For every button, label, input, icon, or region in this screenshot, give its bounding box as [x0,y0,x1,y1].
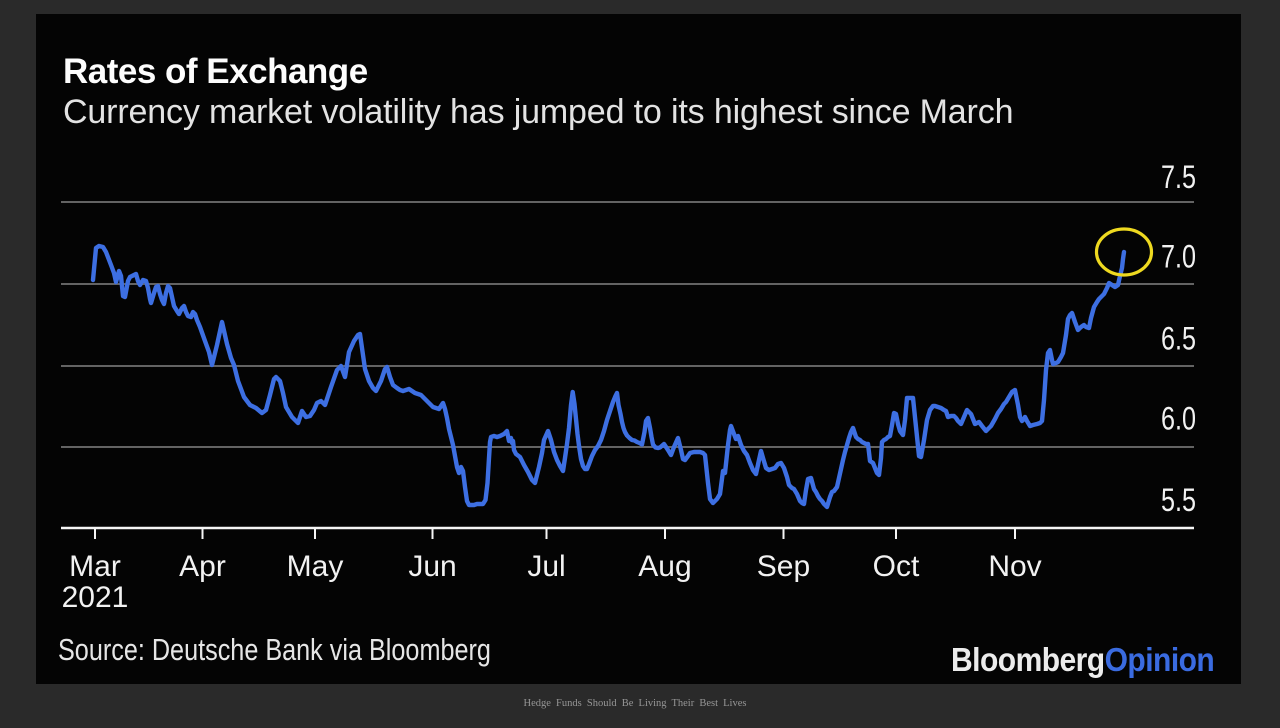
svg-text:Aug: Aug [638,550,691,583]
svg-text:6.0: 6.0 [1161,401,1196,437]
svg-text:May: May [287,550,344,583]
svg-text:Mar: Mar [69,550,121,583]
svg-text:Jun: Jun [408,550,456,583]
svg-text:Oct: Oct [873,550,920,583]
svg-text:Jul: Jul [527,550,565,583]
svg-text:Apr: Apr [179,550,226,583]
svg-text:2021: 2021 [62,581,129,614]
svg-text:7.0: 7.0 [1161,239,1196,275]
svg-text:5.5: 5.5 [1161,482,1196,518]
svg-text:7.5: 7.5 [1161,159,1196,195]
svg-text:Sep: Sep [757,550,810,583]
svg-text:6.5: 6.5 [1161,321,1196,357]
svg-text:Nov: Nov [988,550,1041,583]
